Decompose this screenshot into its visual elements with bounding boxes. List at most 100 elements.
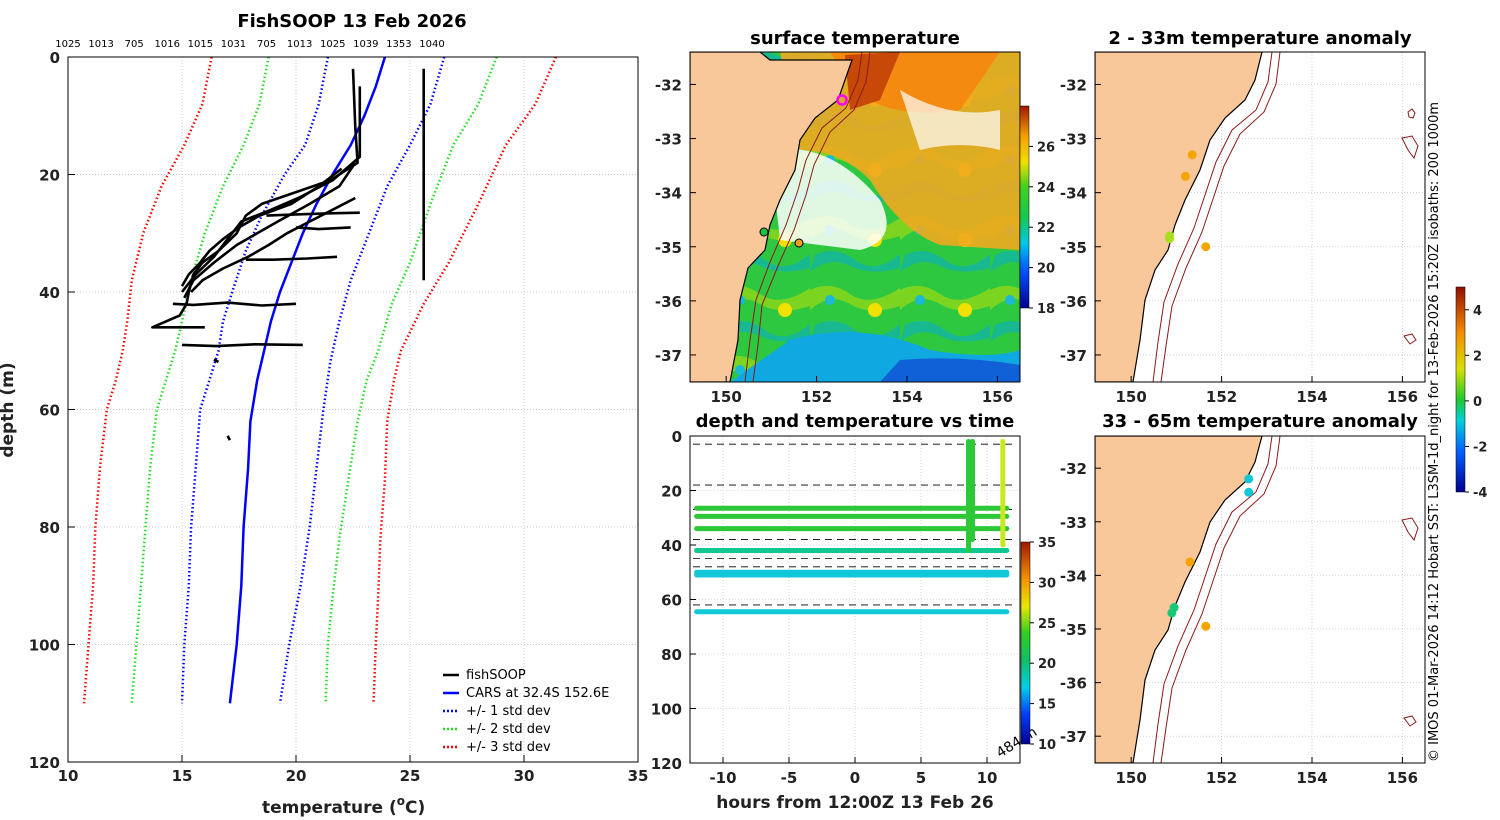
- profile-tick-label-y: 0: [50, 49, 60, 67]
- sst-tick-label-y: -34: [655, 185, 682, 203]
- temperature-axis-degree: o: [397, 794, 405, 808]
- anomaly-33-65-tick-label-x: 154: [1296, 769, 1327, 787]
- profile-tick-label-x: 10: [58, 767, 79, 785]
- profile-tick-label-x: 15: [172, 767, 193, 785]
- profile-id-label: 1013: [287, 39, 312, 50]
- anomaly-colorbar-tick-label: 2: [1473, 349, 1482, 364]
- sst-colorbar-tick-label: 24: [1037, 181, 1055, 196]
- std1-line: [180, 56, 330, 704]
- anomaly-33-65-points: [1167, 474, 1254, 631]
- std2-line: [130, 56, 270, 704]
- anomaly-point: [1167, 608, 1177, 618]
- anomaly-colorbar: [1455, 286, 1466, 493]
- profile-id-label: 1016: [155, 39, 180, 50]
- anomaly-2-33-tick-label-x: 152: [1206, 388, 1237, 406]
- anomaly-2-33-title: 2 - 33m temperature anomaly: [1108, 28, 1411, 49]
- sst-colorbar-tick-label: 20: [1037, 262, 1055, 277]
- anomaly-33-65-tick-label-y: -32: [1060, 460, 1087, 478]
- anomaly-point: [1201, 621, 1211, 631]
- dt-colorbar-tick-label: 25: [1038, 617, 1056, 632]
- sst-tick-label-y: -32: [655, 76, 682, 94]
- dt-colorbar-tick-label: 10: [1038, 738, 1056, 753]
- legend-fishsoop: fishSOOP: [466, 668, 526, 683]
- anomaly-colorbar-ticks: -4 -2 0 2 4: [1465, 304, 1487, 501]
- isobath-200: [1152, 436, 1273, 763]
- dt-tick-label-x: 5: [916, 769, 926, 787]
- dt-tick-label-x: -5: [781, 769, 798, 787]
- profile-id-label: 1015: [188, 39, 213, 50]
- dt-tick-label-x: 10: [977, 769, 998, 787]
- sst-colorbar: [1019, 105, 1030, 309]
- sst-land: [690, 52, 853, 382]
- anomaly-2-33-tick-label-y: -33: [1060, 131, 1087, 149]
- sst-tick-label-y: -35: [655, 239, 682, 257]
- depth-time-panel: depth and temperature vs time -10 -5 0 5 100…: [651, 411, 1056, 813]
- profile-id-label: 1039: [353, 39, 378, 50]
- sst-profile-marker: [794, 238, 804, 248]
- anomaly-2-33-tick-label-y: -35: [1060, 239, 1087, 257]
- anomaly-33-65-ticks: 150 152 154 156 -32 -33 -34 -35 -36 -37: [1060, 460, 1418, 787]
- profile-tick-label-y: 60: [39, 402, 60, 420]
- depth-axis-label: depth (m): [0, 362, 18, 457]
- legend-std3: +/- 3 std dev: [466, 740, 551, 755]
- anomaly-point: [1201, 242, 1211, 252]
- anomaly-point: [1185, 557, 1195, 567]
- fishsoop-profile-line: [245, 255, 338, 261]
- profile-id-labels: 1025 1013 705 1016 1015 1031 705 1013 1025 1039 13…: [55, 39, 444, 50]
- profile-id-label: 1025: [55, 39, 80, 50]
- anomaly-33-65-tick-label-y: -36: [1060, 675, 1087, 693]
- fishsoop-profile-line: [295, 226, 351, 231]
- sst-tick-label-y: -37: [655, 347, 682, 365]
- profile-tick-label-y: 100: [29, 637, 60, 655]
- dt-tick-label-y: 20: [661, 483, 682, 501]
- dt-tick-label-y: 60: [661, 592, 682, 610]
- dt-tick-label-y: 120: [651, 755, 682, 773]
- profile-tick-label-x: 30: [514, 767, 535, 785]
- profile-id-label: 1013: [88, 39, 113, 50]
- anomaly-colorbar-tick-label: 4: [1473, 304, 1482, 319]
- sst-colorbar-tick-label: 22: [1037, 221, 1055, 236]
- sst-tick-label-x: 150: [711, 388, 742, 406]
- sst-cold-region: [880, 358, 1020, 382]
- side-credit-text: © IMOS 01-Mar-2026 14:12 Hobart SST: L3S…: [1427, 102, 1442, 762]
- anomaly-2-33-frame: [1094, 51, 1426, 383]
- sst-map-area: [690, 52, 1020, 382]
- profile-tick-label-x: 20: [286, 767, 307, 785]
- anomaly-2-33-tick-label-x: 154: [1296, 388, 1327, 406]
- sst-colorbar-tick-label: 18: [1037, 302, 1055, 317]
- std2-line: [324, 56, 498, 704]
- anomaly-33-65-tick-label-x: 150: [1116, 769, 1147, 787]
- profile-tick-label-y: 20: [39, 167, 60, 185]
- sst-tick-label-x: 154: [891, 388, 922, 406]
- anomaly-2-33-panel: 2 - 33m temperature anomaly 150 152 154 156…: [1060, 28, 1426, 406]
- sst-hottest-region: [845, 52, 900, 110]
- anomaly-33-65-frame: [1094, 435, 1426, 764]
- anomaly-point: [1165, 231, 1175, 241]
- depth-time-title: depth and temperature vs time: [696, 411, 1015, 432]
- anomaly-33-65-land: [1095, 436, 1263, 763]
- anomaly-33-65-tick-label-y: -34: [1060, 567, 1087, 585]
- fishsoop-profile-line: [180, 86, 362, 293]
- fishsoop-profile-line: [180, 167, 343, 287]
- anomaly-33-65-map: [1095, 436, 1419, 763]
- dt-colorbar-ticks: 10 15 20 25 30 35: [1030, 536, 1056, 753]
- dt-tick-label-y: 80: [661, 646, 682, 664]
- profile-id-label: 705: [257, 39, 276, 50]
- depth-time-tracks: [694, 438, 1010, 615]
- isobath-1000: [752, 52, 871, 382]
- dt-tick-label-y: 100: [651, 701, 682, 719]
- sst-title: surface temperature: [750, 28, 960, 49]
- sst-colorbar-tick-label: 26: [1037, 140, 1055, 155]
- profile-id-label: 1353: [386, 39, 411, 50]
- anomaly-33-65-tick-label-x: 156: [1387, 769, 1418, 787]
- profile-tick-label-y: 80: [39, 519, 60, 537]
- fishsoop-profile-line: [172, 301, 297, 307]
- anomaly-point: [1244, 474, 1254, 484]
- anomaly-2-33-tick-label-x: 150: [1116, 388, 1147, 406]
- std3-line: [372, 56, 558, 704]
- anomaly-33-65-tick-label-y: -33: [1060, 514, 1087, 532]
- anomaly-colorbar-tick-label: -4: [1473, 486, 1487, 501]
- anomaly-33-65-tick-label-x: 152: [1206, 769, 1237, 787]
- anomaly-2-33-land: [1095, 52, 1263, 382]
- anomaly-33-65-tick-label-y: -35: [1060, 621, 1087, 639]
